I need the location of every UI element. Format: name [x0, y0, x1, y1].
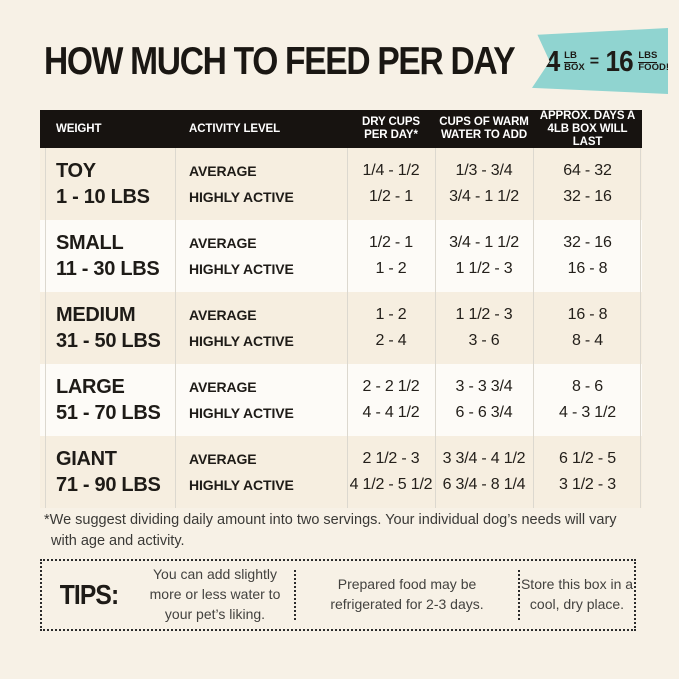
- water-cell: 1/3 - 3/4 3/4 - 1 1/2: [449, 162, 519, 205]
- table-row-large: LARGE 51 - 70 LBS AVERAGE HIGHLY ACTIVE …: [40, 364, 642, 436]
- dry-cups-cell: 1/2 - 1 1 - 2: [369, 234, 413, 277]
- column-header-weight: WEIGHT: [56, 122, 102, 135]
- badge-food-unit: LBS FOOD! of: [638, 50, 668, 74]
- page-title: HOW MUCH TO FEED PER DAY: [44, 40, 516, 83]
- dry-cups-cell: 1 - 2 2 - 4: [375, 306, 407, 349]
- water-cell: 1 1/2 - 3 3 - 6: [455, 306, 513, 349]
- days-cell: 64 - 32 32 - 16: [563, 162, 612, 205]
- column-divider: [45, 148, 46, 508]
- days-cell: 32 - 16 16 - 8: [563, 234, 612, 277]
- badge-food-quantity: 16: [605, 45, 634, 78]
- days-cell: 8 - 6 4 - 3 1/2: [559, 378, 616, 421]
- tips-label: TIPS:: [59, 579, 119, 610]
- column-header-activity-level: ACTIVITY LEVEL: [189, 122, 281, 135]
- column-divider: [347, 148, 348, 508]
- table-body: TOY 1 - 10 LBS AVERAGE HIGHLY ACTIVE 1/4…: [40, 148, 642, 508]
- weight-cell: GIANT 71 - 90 LBS: [56, 448, 161, 496]
- column-header-days: APPROX. DAYS A 4LB BOX WILL LAST: [539, 109, 636, 148]
- column-divider: [435, 148, 436, 508]
- activity-cell: AVERAGE HIGHLY ACTIVE: [189, 163, 294, 205]
- dry-cups-cell: 1/4 - 1/2 1/2 - 1: [362, 162, 420, 205]
- table-row-toy: TOY 1 - 10 LBS AVERAGE HIGHLY ACTIVE 1/4…: [40, 148, 642, 220]
- water-cell: 3/4 - 1 1/2 1 1/2 - 3: [449, 234, 519, 277]
- weight-cell: LARGE 51 - 70 LBS: [56, 376, 161, 424]
- weight-cell: TOY 1 - 10 LBS: [56, 160, 150, 208]
- column-header-water: CUPS OF WARM WATER TO ADD: [439, 116, 529, 141]
- serving-footnote: *We suggest dividing daily amount into t…: [44, 512, 617, 549]
- feeding-table: WEIGHT ACTIVITY LEVEL DRY CUPS PER DAY* …: [40, 110, 642, 508]
- column-header-dry-cups: DRY CUPS PER DAY*: [362, 116, 420, 141]
- table-header-row: WEIGHT ACTIVITY LEVEL DRY CUPS PER DAY* …: [40, 110, 642, 148]
- weight-cell: MEDIUM 31 - 50 LBS: [56, 304, 161, 352]
- tip-water-amount: You can add slightly more or less water …: [149, 566, 281, 622]
- dry-cups-cell: 2 - 2 1/2 4 - 4 1/2: [362, 378, 420, 421]
- activity-cell: AVERAGE HIGHLY ACTIVE: [189, 451, 294, 493]
- badge-box-quantity: 4: [545, 45, 561, 78]
- days-cell: 16 - 8 8 - 4: [567, 306, 608, 349]
- days-cell: 6 1/2 - 5 3 1/2 - 3: [559, 450, 616, 493]
- of-script-word: of: [668, 46, 677, 61]
- box-equivalence-badge: 4 LB BOX = 16 LBS FOOD! of: [532, 28, 668, 94]
- table-row-giant: GIANT 71 - 90 LBS AVERAGE HIGHLY ACTIVE …: [40, 436, 642, 508]
- activity-cell: AVERAGE HIGHLY ACTIVE: [189, 379, 294, 421]
- column-divider: [175, 148, 176, 508]
- column-divider: [533, 148, 534, 508]
- tip-refrigerate: Prepared food may be refrigerated for 2-…: [330, 576, 484, 612]
- badge-box-unit: LB BOX: [564, 49, 585, 73]
- water-cell: 3 - 3 3/4 6 - 6 3/4: [455, 378, 513, 421]
- table-row-medium: MEDIUM 31 - 50 LBS AVERAGE HIGHLY ACTIVE…: [40, 292, 642, 364]
- tip-storage: Store this box in a cool, dry place.: [520, 576, 634, 612]
- equals-sign: =: [589, 53, 600, 70]
- dry-cups-cell: 2 1/2 - 3 4 1/2 - 5 1/2: [349, 450, 433, 493]
- weight-cell: SMALL 11 - 30 LBS: [56, 232, 160, 280]
- activity-cell: AVERAGE HIGHLY ACTIVE: [189, 235, 294, 277]
- tips-divider: [294, 570, 296, 620]
- activity-cell: AVERAGE HIGHLY ACTIVE: [189, 307, 294, 349]
- water-cell: 3 3/4 - 4 1/2 6 3/4 - 8 1/4: [442, 450, 526, 493]
- tips-box: TIPS: You can add slightly more or less …: [40, 559, 636, 631]
- table-row-small: SMALL 11 - 30 LBS AVERAGE HIGHLY ACTIVE …: [40, 220, 642, 292]
- tips-divider: [518, 570, 520, 620]
- column-divider: [640, 148, 641, 508]
